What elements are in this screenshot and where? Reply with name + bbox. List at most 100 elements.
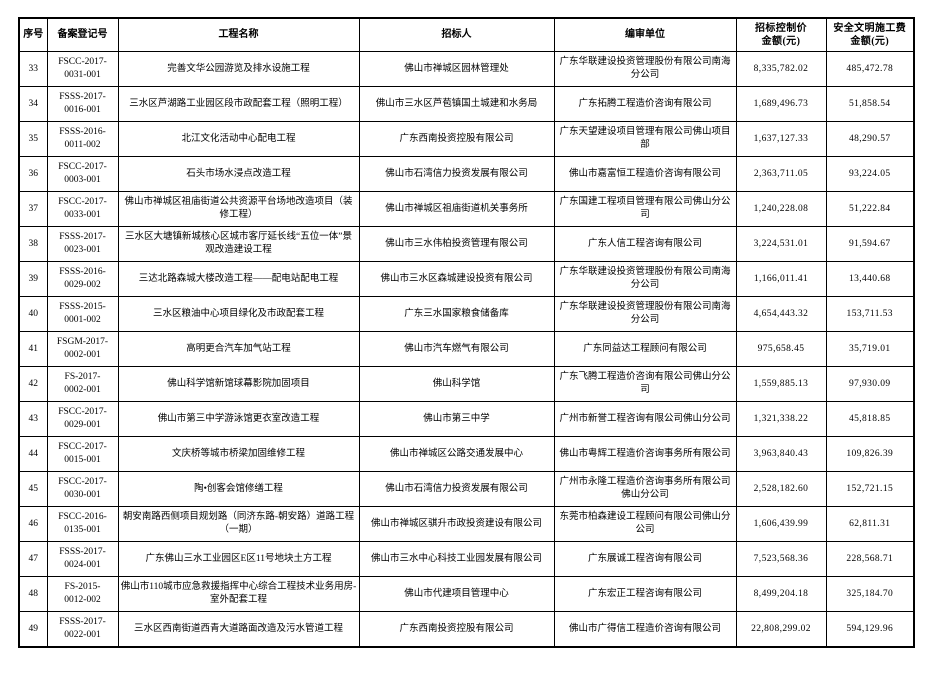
cell-review_unit: 广东飞腾工程造价咨询有限公司佛山分公司 <box>553 366 737 402</box>
cell-tenderer: 佛山科学馆 <box>358 366 555 402</box>
cell-project_name: 三达北路森城大楼改造工程——配电站配电工程 <box>117 261 360 297</box>
cell-safety_fee: 485,472.78 <box>825 51 915 87</box>
cell-seq: 48 <box>18 576 48 612</box>
cell-safety_fee: 153,711.53 <box>825 296 915 332</box>
cell-project_name: 广东佛山三水工业园区E区11号地块土方工程 <box>117 541 360 577</box>
cell-reg_no: FSSS-2016- 0029-002 <box>46 261 119 297</box>
table-header-row: 序号 备案登记号 工程名称 招标人 编审单位 招标控制价 金额(元) 安全文明施工费 金额(… <box>18 17 915 52</box>
cell-safety_fee: 51,222.84 <box>825 191 915 227</box>
table-row: 46 FSCC-2016- 0135-001 朝安南路西侧项目规划路（同济东路-朝安… <box>18 506 915 542</box>
cell-safety_fee: 91,594.67 <box>825 226 915 262</box>
cell-seq: 37 <box>18 191 48 227</box>
column-header-reg_no: 备案登记号 <box>46 17 119 52</box>
cell-review_unit: 广东华联建设投资管理股份有限公司南海分公司 <box>553 51 737 87</box>
cell-reg_no: FSCC-2017- 0029-001 <box>46 401 119 437</box>
cell-seq: 45 <box>18 471 48 507</box>
table-row: 39 FSSS-2016- 0029-002 三达北路森城大楼改造工程——配电站配电… <box>18 261 915 297</box>
cell-seq: 46 <box>18 506 48 542</box>
cell-review_unit: 广东天望建设项目管理有限公司佛山项目部 <box>553 121 737 157</box>
cell-reg_no: FSSS-2017- 0022-001 <box>46 611 119 648</box>
cell-tenderer: 佛山市三水区芦苞镇国土城建和水务局 <box>358 86 555 122</box>
cell-project_name: 佛山市第三中学游泳馆更衣室改造工程 <box>117 401 360 437</box>
cell-safety_fee: 35,719.01 <box>825 331 915 367</box>
cell-reg_no: FSCC-2017- 0003-001 <box>46 156 119 192</box>
tender-control-price-table: 序号 备案登记号 工程名称 招标人 编审单位 招标控制价 金额(元) 安全文明施工费 金额(… <box>18 17 915 648</box>
table-row: 45 FSCC-2017- 0030-001 陶•创客会馆修缮工程 佛山市石湾信力投资… <box>18 471 915 507</box>
cell-review_unit: 东莞市柏森建设工程顾问有限公司佛山分公司 <box>553 506 737 542</box>
table-row: 37 FSCC-2017- 0033-001 佛山市禅城区祖庙街道公共资源平台场地改… <box>18 191 915 227</box>
cell-seq: 44 <box>18 436 48 472</box>
cell-control_price: 8,499,204.18 <box>735 576 827 612</box>
cell-tenderer: 佛山市禅城区公路交通发展中心 <box>358 436 555 472</box>
table-body: 33 FSCC-2017- 0031-001 完善文华公园游览及排水设施工程 佛山市禅… <box>18 51 915 648</box>
table-row: 36 FSCC-2017- 0003-001 石头市场水浸点改造工程 佛山市石湾信力投… <box>18 156 915 192</box>
table-row: 38 FSSS-2017- 0023-001 三水区大塘镇新城核心区城市客厅延长线“… <box>18 226 915 262</box>
cell-review_unit: 广东拓腾工程造价咨询有限公司 <box>553 86 737 122</box>
cell-reg_no: FSCC-2017- 0033-001 <box>46 191 119 227</box>
cell-control_price: 2,363,711.05 <box>735 156 827 192</box>
table-row: 44 FSCC-2017- 0015-001 文庆桥等城市桥梁加固维修工程 佛山市禅城… <box>18 436 915 472</box>
column-header-project_name: 工程名称 <box>117 17 360 52</box>
cell-safety_fee: 594,129.96 <box>825 611 915 648</box>
cell-control_price: 8,335,782.02 <box>735 51 827 87</box>
cell-seq: 33 <box>18 51 48 87</box>
table-row: 41 FSGM-2017- 0002-001 高明更合汽车加气站工程 佛山市汽车燃气有… <box>18 331 915 367</box>
cell-tenderer: 佛山市石湾信力投资发展有限公司 <box>358 156 555 192</box>
cell-project_name: 高明更合汽车加气站工程 <box>117 331 360 367</box>
table-row: 48 FS-2015- 0012-002 佛山市110城市应急救援指挥中心综合工程技… <box>18 576 915 612</box>
cell-control_price: 1,637,127.33 <box>735 121 827 157</box>
cell-safety_fee: 48,290.57 <box>825 121 915 157</box>
cell-reg_no: FSSS-2017- 0023-001 <box>46 226 119 262</box>
cell-safety_fee: 93,224.05 <box>825 156 915 192</box>
cell-project_name: 石头市场水浸点改造工程 <box>117 156 360 192</box>
table-row: 47 FSSS-2017- 0024-001 广东佛山三水工业园区E区11号地块土方… <box>18 541 915 577</box>
cell-tenderer: 佛山市三水伟柏投资管理有限公司 <box>358 226 555 262</box>
cell-project_name: 佛山科学馆新馆球幕影院加固项目 <box>117 366 360 402</box>
cell-tenderer: 佛山市禅城区骐升市政投资建设有限公司 <box>358 506 555 542</box>
cell-project_name: 三水区粮油中心项目绿化及市政配套工程 <box>117 296 360 332</box>
cell-review_unit: 广东同益达工程顾问有限公司 <box>553 331 737 367</box>
cell-control_price: 2,528,182.60 <box>735 471 827 507</box>
cell-control_price: 7,523,568.36 <box>735 541 827 577</box>
cell-reg_no: FSGM-2017- 0002-001 <box>46 331 119 367</box>
cell-reg_no: FSCC-2017- 0031-001 <box>46 51 119 87</box>
table-row: 43 FSCC-2017- 0029-001 佛山市第三中学游泳馆更衣室改造工程 佛山… <box>18 401 915 437</box>
cell-project_name: 文庆桥等城市桥梁加固维修工程 <box>117 436 360 472</box>
cell-reg_no: FSSS-2017- 0024-001 <box>46 541 119 577</box>
cell-safety_fee: 97,930.09 <box>825 366 915 402</box>
cell-control_price: 22,808,299.02 <box>735 611 827 648</box>
cell-reg_no: FSSS-2017- 0016-001 <box>46 86 119 122</box>
cell-safety_fee: 51,858.54 <box>825 86 915 122</box>
cell-safety_fee: 325,184.70 <box>825 576 915 612</box>
cell-seq: 43 <box>18 401 48 437</box>
cell-tenderer: 广东三水国家粮食储备库 <box>358 296 555 332</box>
cell-project_name: 完善文华公园游览及排水设施工程 <box>117 51 360 87</box>
cell-seq: 36 <box>18 156 48 192</box>
cell-seq: 34 <box>18 86 48 122</box>
cell-tenderer: 佛山市禅城区祖庙街道机关事务所 <box>358 191 555 227</box>
cell-project_name: 三水区西南街道西青大道路面改造及污水管道工程 <box>117 611 360 648</box>
cell-reg_no: FS-2015- 0012-002 <box>46 576 119 612</box>
cell-safety_fee: 45,818.85 <box>825 401 915 437</box>
table-row: 33 FSCC-2017- 0031-001 完善文华公园游览及排水设施工程 佛山市禅… <box>18 51 915 87</box>
cell-project_name: 三水区大塘镇新城核心区城市客厅延长线“五位一体”景观改造建设工程 <box>117 226 360 262</box>
cell-safety_fee: 109,826.39 <box>825 436 915 472</box>
cell-project_name: 佛山市禅城区祖庙街道公共资源平台场地改造项目（装修工程） <box>117 191 360 227</box>
column-header-control_price: 招标控制价 金额(元) <box>735 17 827 52</box>
cell-reg_no: FSCC-2017- 0030-001 <box>46 471 119 507</box>
cell-review_unit: 广东华联建设投资管理股份有限公司南海分公司 <box>553 296 737 332</box>
cell-review_unit: 佛山市嘉富恒工程造价咨询有限公司 <box>553 156 737 192</box>
cell-tenderer: 佛山市禅城区园林管理处 <box>358 51 555 87</box>
cell-tenderer: 佛山市第三中学 <box>358 401 555 437</box>
cell-safety_fee: 152,721.15 <box>825 471 915 507</box>
cell-review_unit: 广东国建工程项目管理有限公司佛山分公司 <box>553 191 737 227</box>
cell-seq: 41 <box>18 331 48 367</box>
cell-control_price: 1,689,496.73 <box>735 86 827 122</box>
table-row: 35 FSSS-2016- 0011-002 北江文化活动中心配电工程 广东西南投资控… <box>18 121 915 157</box>
cell-review_unit: 广东人信工程咨询有限公司 <box>553 226 737 262</box>
table-row: 42 FS-2017- 0002-001 佛山科学馆新馆球幕影院加固项目 佛山科学馆广… <box>18 366 915 402</box>
cell-tenderer: 广东西南投资控股有限公司 <box>358 121 555 157</box>
column-header-tenderer: 招标人 <box>358 17 555 52</box>
cell-control_price: 975,658.45 <box>735 331 827 367</box>
cell-seq: 40 <box>18 296 48 332</box>
